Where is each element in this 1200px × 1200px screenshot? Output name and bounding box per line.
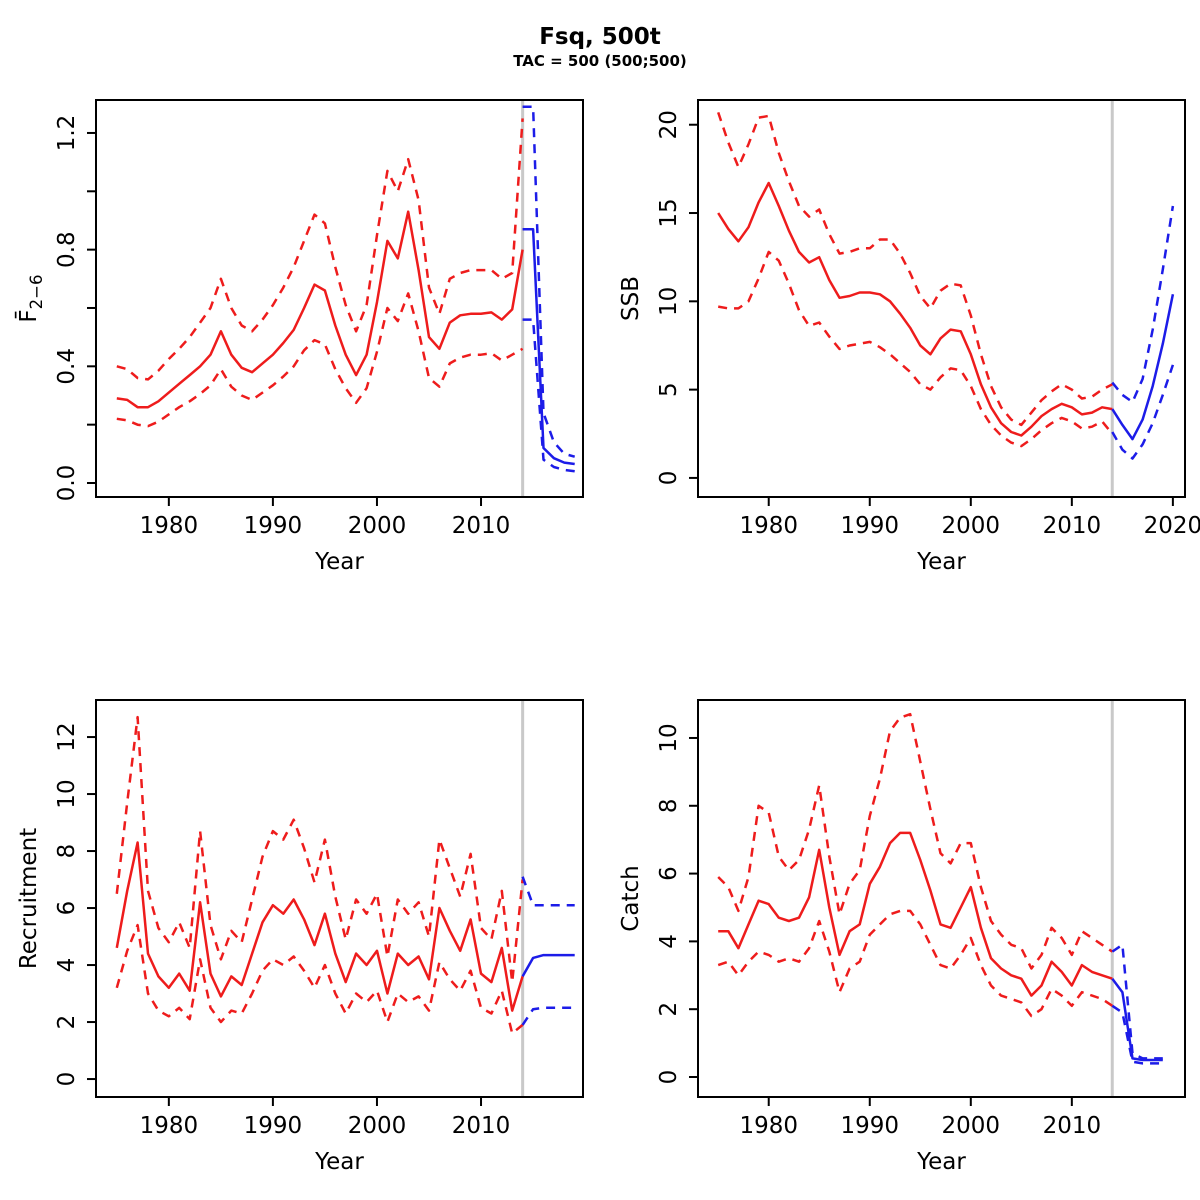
- ssb-plot-box: [697, 99, 1186, 498]
- ssb-y-axis-title: SSB: [618, 276, 644, 321]
- ssb-x-axis-title: Year: [916, 549, 966, 575]
- catch-forecast-upper-ci-line: [1111, 943, 1163, 1060]
- ssb-x-tick-label: 2000: [942, 513, 1001, 539]
- catch-x-tick-label: 1980: [739, 1113, 798, 1139]
- fbar-x-tick-label: 2000: [348, 513, 407, 539]
- recruitment-y-tick-label: 12: [54, 722, 80, 751]
- catch-forecast-lower-ci-line: [1111, 1004, 1163, 1065]
- recruitment-y-tick-label: 6: [54, 901, 80, 916]
- recruitment-panel: 1980 1990 2000 2010 0 2 4 6 8 10 12 Year Recruitment: [16, 699, 584, 1175]
- plot-title: Fsq, 500t: [539, 24, 661, 50]
- ssb-y-tick-label: 5: [656, 382, 682, 397]
- fbar-forecast-lower-ci-line: [522, 318, 575, 473]
- ssb-x-tick-label: 1980: [739, 513, 798, 539]
- recruitment-y-tick-label: 4: [54, 958, 80, 973]
- fbar-plot-box: [95, 99, 584, 498]
- ssb-y-tick-label: 10: [656, 287, 682, 316]
- recruitment-x-tick-label: 2010: [452, 1113, 511, 1139]
- recruitment-x-tick-label: 2000: [348, 1113, 407, 1139]
- ssb-historic-median-line: [717, 181, 1113, 437]
- recruitment-historic-lower-ci-line: [115, 923, 524, 1035]
- catch-y-tick-label: 2: [656, 1002, 682, 1017]
- recruitment-historic-median-line: [115, 841, 524, 1012]
- catch-y-tick-label: 4: [656, 934, 682, 949]
- fbar-forecast-upper-ci-line: [522, 105, 576, 458]
- recruitment-x-axis-title: Year: [314, 1149, 364, 1175]
- recruitment-y-tick-label: 10: [54, 779, 80, 808]
- fbar-historic-lower-ci-line: [116, 292, 524, 428]
- recruitment-y-tick-label: 0: [54, 1072, 80, 1087]
- catch-historic-upper-ci-line: [717, 712, 1113, 970]
- fbar-historic-median-line: [116, 210, 524, 409]
- fbar-y-tick-label: 0.8: [54, 231, 80, 268]
- plot-subtitle: TAC = 500 (500;500): [513, 52, 687, 70]
- recruitment-forecast-upper-ci-line: [521, 876, 575, 907]
- fbar-panel: 1980 1990 2000 2010 0.0 0.4 0.8 1.2 Year F̄2−6: [14, 99, 584, 575]
- catch-x-tick-label: 1990: [840, 1113, 899, 1139]
- catch-y-axis-title: Catch: [618, 865, 644, 931]
- fbar-forecast-median-line: [522, 227, 575, 466]
- ssb-x-tick-label: 2010: [1043, 513, 1102, 539]
- catch-x-tick-label: 2000: [942, 1113, 1001, 1139]
- catch-historic-median-line: [718, 831, 1113, 997]
- catch-x-tick-label: 2010: [1043, 1113, 1102, 1139]
- recruitment-y-tick-label: 2: [54, 1015, 80, 1030]
- recruitment-x-tick-label: 1980: [140, 1113, 199, 1139]
- recruitment-y-tick-label: 8: [54, 844, 80, 859]
- ssb-y-tick-label: 20: [656, 110, 682, 139]
- catch-panel: 1980 1990 2000 2010 0 2 4 6 8 10 Year Catch: [618, 699, 1186, 1175]
- ssb-y-tick-label: 0: [656, 471, 682, 486]
- fbar-x-tick-label: 1990: [244, 513, 303, 539]
- catch-plot-box: [697, 699, 1186, 1098]
- recruitment-y-axis-title: Recruitment: [16, 828, 42, 969]
- catch-x-axis-title: Year: [916, 1149, 966, 1175]
- ssb-forecast-upper-ci-line: [1111, 205, 1175, 404]
- recruitment-x-tick-label: 1990: [244, 1113, 303, 1139]
- fbar-y-tick-label: 1.2: [54, 115, 80, 152]
- ssb-panel: 1980 1990 2000 2010 2020 0 5 10 15 20 Year SSB: [618, 99, 1200, 575]
- fbar-y-tick-label: 0.0: [54, 465, 80, 502]
- catch-forecast-median-line: [1111, 977, 1163, 1062]
- catch-y-tick-label: 0: [656, 1070, 682, 1085]
- fbar-x-axis-title: Year: [314, 549, 364, 575]
- fbar-x-tick-label: 2010: [452, 513, 511, 539]
- fbar-historic-upper-ci-line: [116, 118, 524, 381]
- catch-y-tick-label: 8: [656, 798, 682, 813]
- catch-y-tick-label: 6: [656, 866, 682, 881]
- catch-historic-lower-ci-line: [717, 909, 1113, 1018]
- recruitment-plot-box: [95, 699, 584, 1098]
- fbar-y-axis-title: F̄2−6: [14, 274, 46, 322]
- ssb-y-tick-label: 15: [656, 198, 682, 227]
- ssb-x-tick-label: 1990: [840, 513, 899, 539]
- catch-y-tick-label: 10: [656, 723, 682, 752]
- recruitment-forecast-lower-ci-line: [521, 1006, 575, 1026]
- recruitment-forecast-median-line: [521, 953, 575, 978]
- ssb-forecast-lower-ci-line: [1111, 364, 1175, 460]
- ssb-forecast-median-line: [1111, 294, 1175, 441]
- ssb-historic-lower-ci-line: [717, 250, 1114, 448]
- fbar-x-tick-label: 1980: [140, 513, 199, 539]
- ssb-x-tick-label: 2020: [1144, 513, 1200, 539]
- fbar-y-tick-label: 0.4: [54, 348, 80, 385]
